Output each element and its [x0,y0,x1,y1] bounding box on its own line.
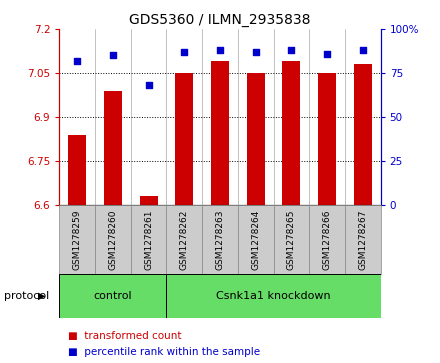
Bar [247,73,264,205]
Text: protocol: protocol [4,291,50,301]
Text: Csnk1a1 knockdown: Csnk1a1 knockdown [216,291,331,301]
Text: GSM1278263: GSM1278263 [216,209,224,270]
Bar [318,73,336,205]
Text: GSM1278261: GSM1278261 [144,209,153,270]
Bar [131,205,166,274]
Bar [104,91,122,205]
Text: GSM1278262: GSM1278262 [180,209,189,270]
Bar [59,205,95,274]
Point [252,49,259,55]
Bar [202,205,238,274]
Text: GSM1278259: GSM1278259 [73,209,82,270]
Bar [166,274,381,318]
Point [359,47,366,53]
Point [323,51,330,57]
Bar [176,73,193,205]
Point [74,58,81,64]
Text: GSM1278264: GSM1278264 [251,209,260,270]
Text: ■  percentile rank within the sample: ■ percentile rank within the sample [68,347,260,357]
Bar [68,135,86,205]
Bar [59,274,166,318]
Bar [139,196,158,205]
Text: control: control [94,291,132,301]
Bar [309,205,345,274]
Bar [274,205,309,274]
Text: ■  transformed count: ■ transformed count [68,331,182,341]
Bar [354,64,372,205]
Text: GSM1278260: GSM1278260 [108,209,117,270]
Bar [282,61,300,205]
Text: GSM1278266: GSM1278266 [323,209,332,270]
Text: GSM1278265: GSM1278265 [287,209,296,270]
Point [181,49,188,55]
Bar [95,205,131,274]
Text: ▶: ▶ [38,291,46,301]
Point [110,53,117,58]
Point [145,82,152,88]
Bar [211,61,229,205]
Bar [166,205,202,274]
Bar [238,205,274,274]
Text: GDS5360 / ILMN_2935838: GDS5360 / ILMN_2935838 [129,13,311,27]
Point [288,47,295,53]
Point [216,47,224,53]
Text: GSM1278267: GSM1278267 [358,209,367,270]
Bar [345,205,381,274]
